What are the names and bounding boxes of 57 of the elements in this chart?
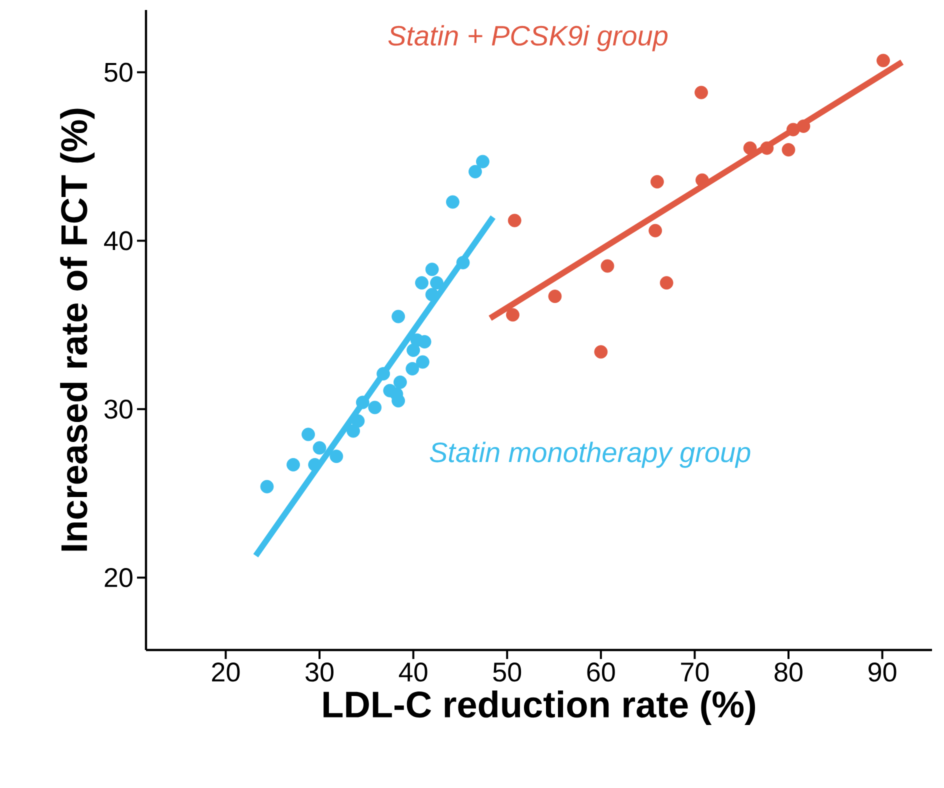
- point: [694, 86, 708, 100]
- x-tick-label: 60: [587, 662, 615, 682]
- point: [743, 141, 757, 155]
- point: [648, 224, 662, 238]
- point: [410, 333, 424, 347]
- point: [876, 54, 890, 68]
- point: [390, 387, 404, 401]
- point: [286, 458, 300, 472]
- y-tick-label: 40: [104, 231, 132, 250]
- x-tick-label: 50: [493, 662, 522, 682]
- point: [760, 141, 774, 155]
- x-tick-label: 70: [681, 662, 709, 682]
- x-axis-title: LDL-C reduction rate (%): [324, 690, 756, 725]
- y-tick-label: 20: [104, 568, 132, 588]
- series-label: Statin monotherapy group: [430, 442, 750, 468]
- point: [548, 290, 562, 304]
- point: [416, 355, 430, 369]
- point: [446, 195, 460, 209]
- x-tick-label: 40: [398, 662, 428, 682]
- point: [425, 288, 439, 302]
- point: [302, 428, 315, 442]
- series-label: Statin + PCSK9i group: [388, 25, 668, 52]
- point: [506, 308, 520, 322]
- point: [346, 424, 360, 438]
- point: [376, 367, 390, 380]
- point: [368, 400, 382, 414]
- point: [786, 122, 800, 136]
- y-tick-label: 50: [104, 62, 132, 82]
- point: [468, 164, 482, 178]
- x-tick-label: 30: [306, 662, 334, 682]
- point: [330, 450, 344, 464]
- point: [392, 310, 406, 324]
- point: [660, 276, 674, 290]
- point: [456, 256, 470, 270]
- point: [594, 345, 608, 359]
- point: [430, 276, 444, 290]
- point: [782, 143, 796, 156]
- point: [415, 276, 428, 290]
- point: [476, 154, 490, 168]
- point: [260, 480, 274, 494]
- point: [312, 441, 326, 455]
- x-tick-label: 20: [212, 662, 240, 682]
- point: [356, 396, 370, 410]
- point: [351, 414, 365, 428]
- point: [406, 362, 420, 376]
- point: [696, 173, 709, 187]
- point: [393, 376, 407, 389]
- point: [308, 458, 322, 472]
- point: [600, 259, 614, 273]
- point: [796, 120, 810, 133]
- point: [650, 175, 664, 188]
- x-tick-label: 80: [774, 662, 802, 682]
- point: [508, 214, 522, 228]
- y-tick-label: 30: [104, 400, 132, 419]
- point: [425, 262, 439, 276]
- y-axis-title: Increased rate of FCT (%): [60, 108, 95, 551]
- x-tick-label: 90: [868, 662, 896, 682]
